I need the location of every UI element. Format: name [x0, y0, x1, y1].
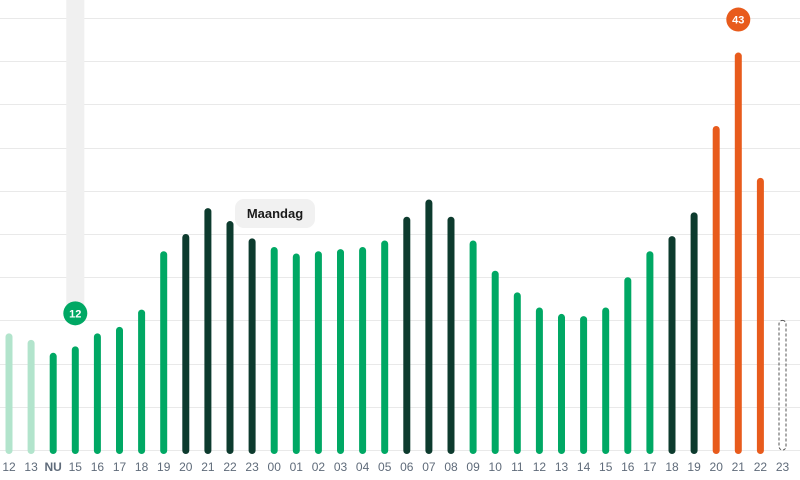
x-tick-label: 23 [776, 460, 790, 474]
bar-12-past[interactable] [5, 333, 13, 454]
bar-10-normal[interactable] [491, 270, 499, 454]
x-tick-label: 23 [245, 460, 259, 474]
bar-07-peak[interactable] [425, 199, 433, 454]
x-tick-label: 21 [201, 460, 215, 474]
x-tick-label: 07 [422, 460, 436, 474]
max-value-bubble-label: 43 [732, 15, 744, 27]
bar-17-normal[interactable] [646, 251, 654, 454]
bar-16-normal[interactable] [624, 277, 632, 454]
bar-19-normal[interactable] [160, 251, 168, 454]
bar-15-normal[interactable] [71, 346, 79, 454]
bar-12-normal[interactable] [535, 307, 543, 454]
x-tick-label: 22 [754, 460, 768, 474]
x-tick-label: 13 [555, 460, 569, 474]
bar-02-normal[interactable] [314, 251, 322, 454]
x-axis-tick-labels: 12 13 NU 15 16 17 18 19 20 21 22 23 00 01 02 03 04 05 06 07… [2, 460, 789, 474]
bar-04-normal[interactable] [359, 246, 367, 454]
x-tick-label: 10 [489, 460, 503, 474]
x-tick-label: 13 [24, 460, 38, 474]
bar-23-forecast[interactable] [778, 319, 787, 451]
x-tick-label: 14 [577, 460, 591, 474]
x-tick-label: 15 [69, 460, 83, 474]
day-label: Maandag [235, 199, 315, 228]
current-value-bubble-label: 12 [69, 308, 81, 320]
bar-21-high[interactable] [734, 52, 742, 455]
bar-20-peak[interactable] [182, 234, 190, 454]
current-value-bubble-circle [63, 301, 88, 326]
x-tick-label: 03 [334, 460, 348, 474]
x-tick-label: 01 [290, 460, 304, 474]
bar-00-normal[interactable] [270, 246, 278, 454]
bar-20-high[interactable] [712, 126, 720, 454]
x-tick-label: 18 [665, 460, 679, 474]
x-tick-label: 12 [2, 460, 16, 474]
bar-03-normal[interactable] [337, 249, 344, 454]
bar-18-normal[interactable] [138, 309, 146, 454]
x-tick-label: 17 [643, 460, 657, 474]
x-tick-label: 11 [511, 460, 524, 474]
x-tick-label: 16 [621, 460, 635, 474]
x-tick-label: 18 [135, 460, 149, 474]
bar-15-normal[interactable] [602, 307, 610, 454]
current-time-band [66, 0, 85, 322]
x-tick-label: 05 [378, 460, 392, 474]
x-tick-label: 09 [466, 460, 480, 474]
bar-19-peak[interactable] [690, 212, 698, 454]
bar-17-normal[interactable] [116, 326, 123, 454]
bar-14-normal[interactable] [580, 316, 588, 454]
bar-21-peak[interactable] [204, 208, 212, 454]
bar-16-normal[interactable] [93, 333, 101, 454]
bars [5, 52, 787, 455]
x-tick-label: 16 [91, 460, 105, 474]
x-tick-label: 00 [268, 460, 282, 474]
bar-01-normal[interactable] [292, 253, 300, 454]
x-tick-label: 04 [356, 460, 370, 474]
bar-NU-current[interactable] [49, 352, 57, 454]
x-tick-label: 17 [113, 460, 127, 474]
bar-11-normal[interactable] [513, 292, 521, 454]
bar-23-peak[interactable] [248, 238, 256, 454]
bar-18-peak[interactable] [668, 236, 676, 454]
value-bubbles: 12 43 [63, 7, 751, 326]
x-tick-label: 20 [179, 460, 193, 474]
bar-13-normal[interactable] [558, 313, 565, 454]
bar-13-past[interactable] [27, 339, 35, 454]
x-tick-label: 19 [687, 460, 701, 474]
x-tick-label: 02 [312, 460, 326, 474]
x-tick-label: 15 [599, 460, 613, 474]
x-tick-label: 21 [732, 460, 746, 474]
x-tick-label: 22 [223, 460, 237, 474]
x-tick-label: 19 [157, 460, 171, 474]
x-tick-label: 08 [444, 460, 458, 474]
bar-08-peak[interactable] [447, 216, 455, 454]
bar-06-peak[interactable] [403, 216, 411, 454]
x-tick-label: 12 [533, 460, 547, 474]
bar-05-normal[interactable] [381, 240, 389, 454]
max-value-bubble-circle [726, 7, 751, 32]
x-tick-label: 20 [710, 460, 724, 474]
bar-22-high[interactable] [756, 177, 764, 454]
bar-22-peak[interactable] [226, 221, 234, 454]
x-tick-label: 06 [400, 460, 414, 474]
bar-09-normal[interactable] [469, 240, 477, 454]
x-tick-label: NU [45, 460, 62, 474]
grid-lines [0, 18, 800, 451]
